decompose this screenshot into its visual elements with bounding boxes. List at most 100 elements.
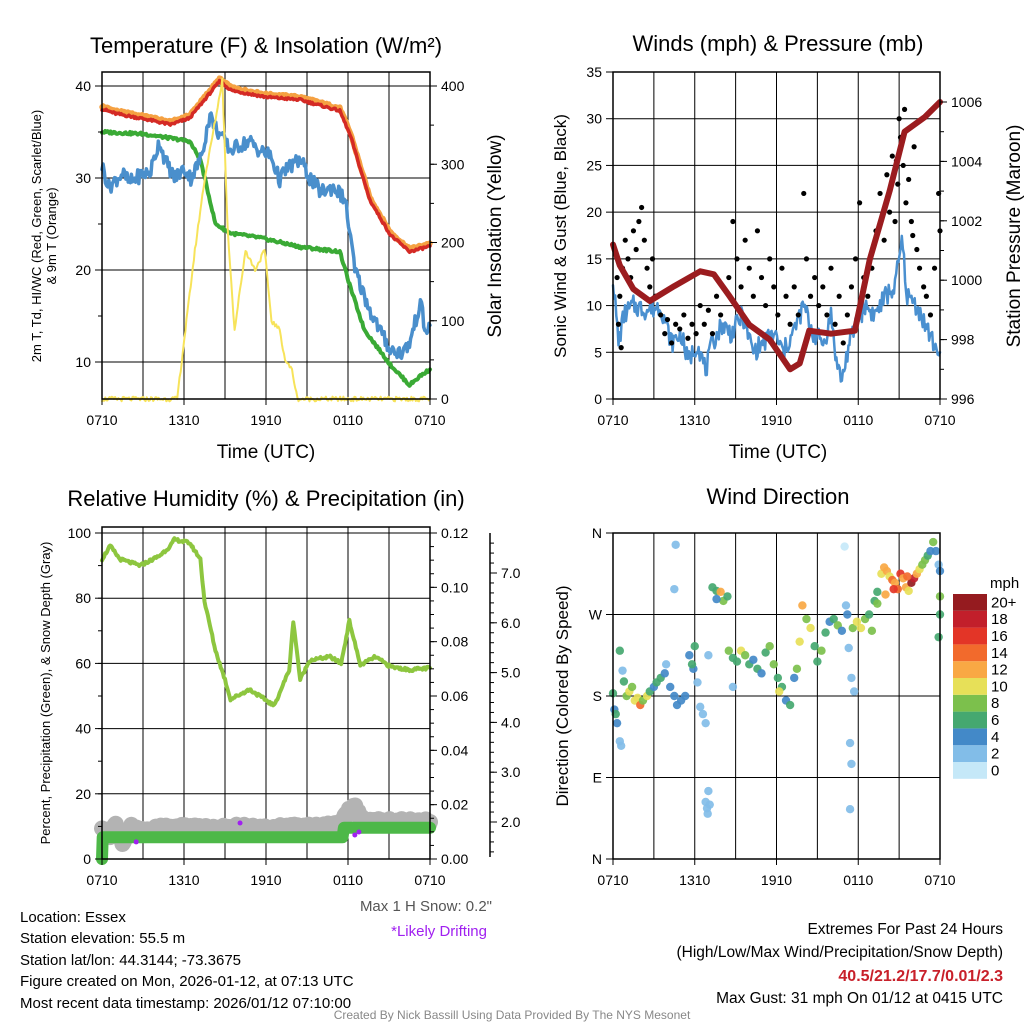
wind-direction-point xyxy=(724,646,734,655)
wind-direction-point xyxy=(627,682,637,692)
gust-point xyxy=(911,144,917,150)
gust-point xyxy=(900,162,906,169)
wind-direction-point xyxy=(661,660,671,669)
wind-direction-point xyxy=(903,572,912,581)
precip-y-tick-label: 0.10 xyxy=(441,579,468,595)
gust-point xyxy=(622,237,628,243)
gust-point xyxy=(639,204,645,211)
wind-direction-point xyxy=(849,687,859,696)
winds-panel-title: Winds (mph) & Pressure (mb) xyxy=(633,31,924,56)
temp-y-tick-label: 20 xyxy=(75,262,91,278)
gust-point xyxy=(791,284,797,290)
gust-point xyxy=(840,340,846,346)
dir-x-tick-label: 0110 xyxy=(843,872,873,888)
gust-point xyxy=(892,218,898,225)
gust-point xyxy=(844,312,850,318)
wind-y-tick-label: 0 xyxy=(594,391,602,407)
gust-point xyxy=(633,246,639,253)
gust-point xyxy=(617,293,623,299)
snow-y-tick-label: 5.0 xyxy=(501,665,521,681)
gust-point xyxy=(824,312,830,318)
gust-point xyxy=(618,345,624,351)
gust-point xyxy=(886,209,893,215)
wind-direction-point xyxy=(806,623,815,633)
gust-point xyxy=(726,274,732,281)
wind-direction-point xyxy=(670,691,679,701)
gust-point xyxy=(889,153,895,159)
gust-point xyxy=(738,284,744,290)
wind-direction-point xyxy=(765,641,774,651)
temp-x-tick-label: 0110 xyxy=(333,412,363,428)
wind-x-tick-label: 1910 xyxy=(761,412,792,428)
figure-created: Figure created on Mon, 2026-01-12, at 07… xyxy=(20,973,354,990)
wind-direction-point xyxy=(704,651,713,660)
gust-point xyxy=(750,293,756,299)
wind-direction-point xyxy=(821,628,830,637)
gust-point xyxy=(775,312,781,318)
precip-y-tick-label: 0.08 xyxy=(441,634,468,650)
wind-direction-point xyxy=(701,718,710,728)
gust-point xyxy=(807,293,814,299)
gust-point xyxy=(812,274,818,281)
wind-direction-point xyxy=(928,537,938,547)
solar-y-tick-label: 200 xyxy=(441,235,465,251)
gust-point xyxy=(713,293,720,299)
wind-direction-point xyxy=(757,669,766,678)
gust-point xyxy=(832,321,838,327)
temp-x-tick-label: 1910 xyxy=(250,412,281,428)
series-hiwc-line xyxy=(100,111,432,361)
wind-y-tick-label: 35 xyxy=(586,64,602,80)
drifting-point xyxy=(133,839,139,845)
gust-point xyxy=(820,284,826,290)
temp-y-tick-label: 40 xyxy=(75,78,91,94)
wind-direction-point xyxy=(685,651,694,660)
solar-y-tick-label: 0 xyxy=(441,391,449,407)
wind-direction-point xyxy=(732,657,742,666)
gust-point xyxy=(742,237,748,243)
gust-point xyxy=(801,190,807,197)
temp-x-tick-label: 0710 xyxy=(86,412,117,428)
temp-y-tick-label: 10 xyxy=(75,354,91,370)
gust-point xyxy=(895,181,901,187)
temperature-y-label-line1: 2m T, Td, HI/WC (Red, Green, Scarlet/Blu… xyxy=(29,110,44,362)
rh-y-tick-label: 60 xyxy=(75,655,91,671)
gust-point xyxy=(816,302,822,309)
gust-point xyxy=(697,302,703,309)
wind-direction-point xyxy=(848,623,857,633)
gust-point xyxy=(931,265,938,271)
solar-y-tick-label: 100 xyxy=(441,313,465,329)
dir-x-tick-label: 0710 xyxy=(597,872,628,888)
recent-data-timestamp: Most recent data timestamp: 2026/01/12 0… xyxy=(20,995,351,1012)
gust-point xyxy=(649,256,656,262)
gust-point xyxy=(767,256,773,262)
colorbar-label: 12 xyxy=(991,662,1008,679)
colorbar-label: 14 xyxy=(991,645,1008,662)
colorbar-label: 20+ xyxy=(991,594,1017,611)
wind-direction-point xyxy=(934,632,943,642)
gust-point xyxy=(795,312,801,318)
gust-point xyxy=(681,312,687,318)
colorbar-swatch xyxy=(953,661,987,678)
wind-direction-point xyxy=(873,599,882,608)
wind-direction-point xyxy=(792,664,802,674)
pressure-y-tick-label: 1000 xyxy=(951,272,982,288)
wind-direction-point xyxy=(619,677,629,686)
gust-point xyxy=(644,265,650,271)
gust-point xyxy=(852,256,859,262)
station-latlon: Station lat/lon: 44.3144; -73.3675 xyxy=(20,952,241,969)
colorbar-label: 0 xyxy=(991,762,999,779)
gust-point xyxy=(771,284,777,290)
wind-direction-point xyxy=(723,592,732,601)
wind-direction-point xyxy=(616,741,626,751)
precip-y-tick-label: 0.04 xyxy=(441,742,468,758)
wind-y-tick-label: 15 xyxy=(586,251,602,267)
gust-point xyxy=(896,116,902,122)
dir-y-tick-label: W xyxy=(589,607,603,623)
temperature-y-label-line2: & 9m T (Orange) xyxy=(44,187,59,284)
wind-direction-point xyxy=(881,590,890,599)
snow-y-tick-label: 3.0 xyxy=(501,764,521,780)
wind-direction-point xyxy=(873,587,882,597)
gust-point xyxy=(664,316,671,323)
temperature-x-label: Time (UTC) xyxy=(217,442,316,463)
wind-direction-point xyxy=(749,655,758,664)
